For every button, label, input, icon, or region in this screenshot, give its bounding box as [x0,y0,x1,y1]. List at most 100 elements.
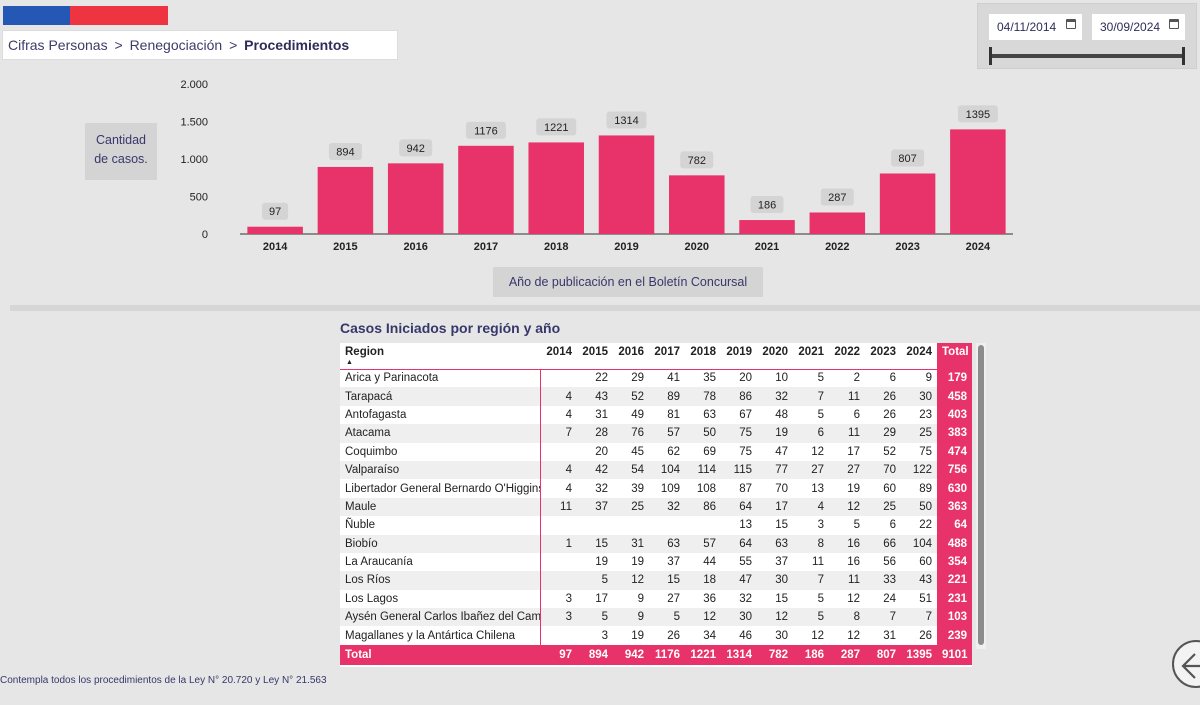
date-range-start-handle[interactable] [989,47,992,65]
row-year-value: 52 [613,387,649,406]
column-header-year[interactable]: 2024 [901,343,937,370]
table-row[interactable]: Biobío 1 15 31 63 57 64 63 8 16 66 104 488 [340,534,972,553]
row-year-value: 37 [577,497,613,517]
table-row[interactable]: La Araucanía 19 19 37 44 55 37 11 16 56 60 354 [340,552,972,572]
start-date-input[interactable]: 04/11/2014 [989,14,1082,40]
breadcrumb-separator: > [114,37,123,53]
column-header-year[interactable]: 2021 [793,343,829,370]
table-row[interactable]: Magallanes y la Antártica Chilena 3 19 26 34… [340,626,972,645]
row-year-value: 12 [613,571,649,590]
row-year-value: 26 [919,629,932,642]
table-row[interactable]: Aysén General Carlos Ibañez del Campo 3 5 9… [340,608,972,627]
row-total: 179 [937,369,972,388]
table-row[interactable]: Antofagasta 4 31 49 81 63 67 48 5 6 26 23 403 [340,405,972,425]
bar [528,142,584,234]
x-tick-label: 2024 [966,241,991,253]
row-year-value: 13 [811,482,824,495]
column-header-year[interactable]: 2017 [649,343,685,370]
row-year-value: 46 [739,629,752,642]
row-year-value: 55 [739,556,752,569]
sort-ascending-icon[interactable]: ▲ [346,359,353,366]
table-row[interactable]: Tarapacá 4 43 52 89 78 86 32 7 11 26 30 458 [340,387,972,406]
row-region-name: Antofagasta [340,405,541,425]
row-year-value: 31 [595,408,608,421]
column-header-year[interactable]: 2015 [577,343,613,370]
table-row[interactable]: Los Lagos 3 17 9 27 36 32 15 5 12 24 51 231 [340,589,972,609]
data-label: 894 [336,146,354,158]
date-range-slider-track[interactable] [990,54,1184,58]
x-tick-label: 2023 [895,241,919,253]
table-row[interactable]: Los Ríos 5 12 15 18 47 30 7 11 33 43 221 [340,571,972,590]
back-button[interactable] [1172,640,1200,688]
breadcrumb-item-renegociacion[interactable]: Renegociación [129,37,223,53]
column-header-total[interactable]: Total [937,343,972,370]
table-row[interactable]: Valparaíso 4 42 54 104 114 115 77 27 27 70 122 756 [340,460,972,480]
column-header-year[interactable]: 2020 [757,343,793,370]
row-year-value: 32 [649,497,685,517]
column-header-year[interactable]: 2014 [540,343,577,370]
x-tick-label: 2019 [614,241,638,253]
row-year-value: 45 [631,445,644,458]
x-tick-label: 2017 [474,241,498,253]
row-year-value [577,516,613,534]
row-year-value: 4 [565,408,572,421]
date-range-slicer: 04/11/2014 30/09/2024 [977,3,1197,69]
column-header-year[interactable]: 2018 [685,343,721,370]
table-row[interactable]: Coquimbo 20 45 62 69 75 47 12 17 52 75 474 [340,442,972,461]
row-year-value: 115 [721,460,757,480]
x-tick-label: 2015 [333,241,357,253]
row-year-value: 39 [631,482,644,495]
row-year-value: 26 [667,629,680,642]
row-year-value: 20 [739,372,752,385]
row-year-value: 12 [847,592,860,605]
table-scrollbar[interactable] [976,343,986,649]
row-year-value: 22 [595,372,608,385]
column-header-year[interactable]: 2023 [865,343,901,370]
column-header-region[interactable]: Region ▲ [340,343,540,370]
y-tick-label: 0 [202,229,208,241]
row-year-value: 56 [883,556,896,569]
y-axis-title-line: de casos. [94,152,148,166]
x-tick-label: 2014 [263,241,288,253]
total-row-year-value: 1314 [721,644,757,665]
grand-total: 9101 [937,644,972,665]
column-header-year[interactable]: 2022 [829,343,865,370]
table-scrollbar-thumb[interactable] [978,345,984,645]
row-year-value: 6 [793,424,829,443]
row-year-value: 50 [901,497,937,517]
row-year-value: 64 [721,534,757,553]
total-row-year-value: 186 [793,644,829,665]
bar [950,129,1006,234]
column-header-year[interactable]: 2016 [613,343,649,370]
data-label: 942 [407,143,425,155]
row-total: 630 [937,479,972,498]
row-year-value: 108 [696,482,716,495]
row-year-value: 64 [721,497,757,517]
bar [387,163,444,234]
row-year-value: 81 [667,408,680,421]
row-year-value: 15 [775,519,788,532]
table-row[interactable]: Libertador General Bernardo O'Higgins 4 32… [340,479,972,498]
y-tick-label: 500 [190,192,208,204]
calendar-icon[interactable] [1169,19,1179,29]
flag-blue-stripe [3,6,70,25]
row-year-value: 60 [883,482,896,495]
total-row-year-value: 782 [757,644,793,665]
row-year-value [540,571,577,590]
row-year-value: 7 [865,608,901,627]
data-label-background [680,151,714,169]
table-row[interactable]: Atacama 7 28 76 57 50 75 19 6 11 29 25 383 [340,424,972,443]
data-label-background [262,202,289,220]
table-row[interactable]: Ñuble 13 15 3 5 6 22 64 [340,516,972,535]
calendar-icon[interactable] [1066,19,1076,29]
row-year-value: 70 [775,482,788,495]
row-year-value: 5 [577,608,613,627]
breadcrumb-item-cifras-personas[interactable]: Cifras Personas [8,37,108,53]
row-year-value: 19 [631,556,644,569]
table-row[interactable]: Maule 11 37 25 32 86 64 17 4 12 25 50 363 [340,497,972,517]
date-range-end-handle[interactable] [1182,47,1185,65]
table-row[interactable]: Arica y Parinacota 22 29 41 35 20 10 5 2 6 9 179 [340,369,972,388]
row-year-value: 11 [829,424,865,443]
end-date-input[interactable]: 30/09/2024 [1092,14,1185,40]
column-header-year[interactable]: 2019 [721,343,757,370]
